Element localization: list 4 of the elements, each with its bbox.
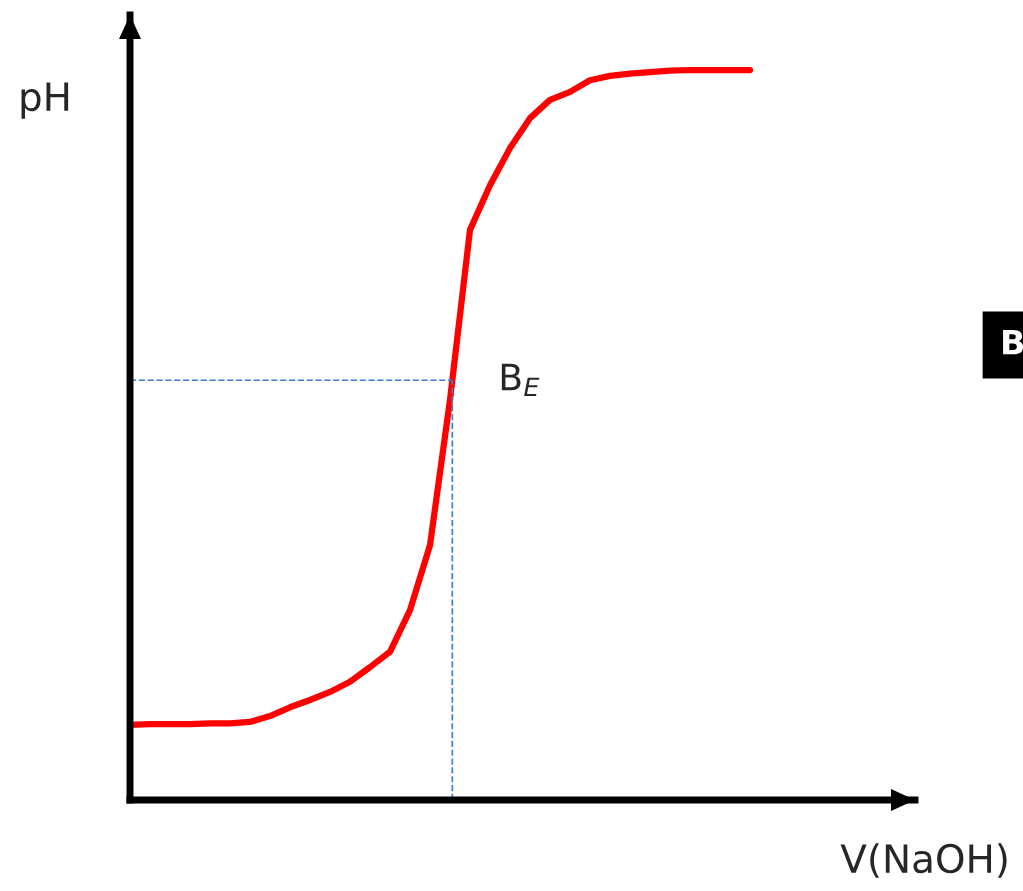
- text: B: [1003, 329, 1023, 355]
- annotation: B$_{E}$: [501, 363, 540, 397]
- y-axis-title: pH: [21, 82, 69, 119]
- x-axis-title: V(NaOH): [840, 843, 1007, 878]
